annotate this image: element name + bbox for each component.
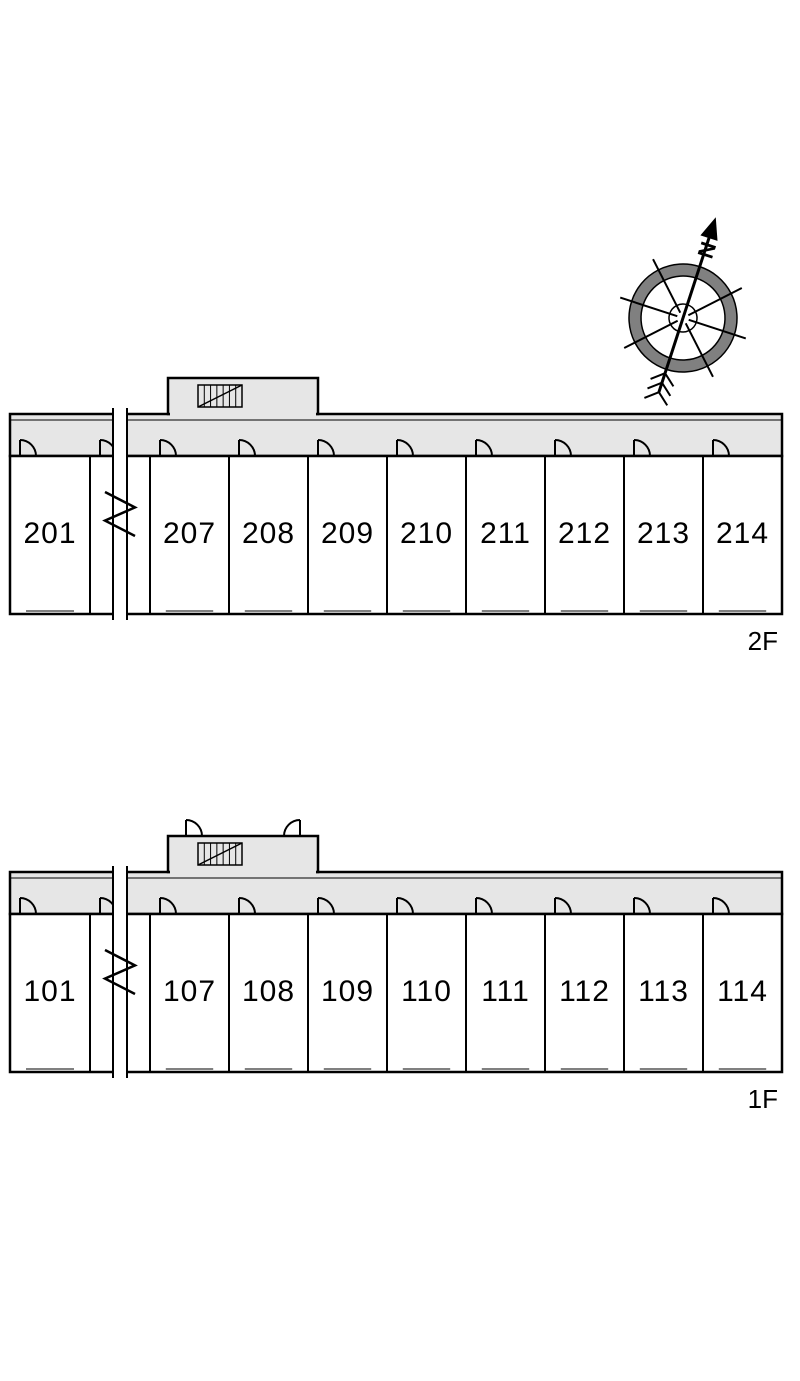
floor-2: 201 207 208 209 210 211 212 213 214 2F: [10, 378, 782, 656]
unit-114-label: 114: [717, 975, 768, 1008]
unit-214-label: 214: [716, 517, 769, 550]
unit-201-label: 201: [23, 517, 76, 550]
unit-109-label: 109: [321, 975, 374, 1008]
unit-111-label: 111: [481, 975, 530, 1008]
floor-1-label: 1F: [748, 1084, 778, 1114]
unit-210-label: 210: [400, 517, 453, 550]
unit-212-label: 212: [558, 517, 611, 550]
unit-207-label: 207: [163, 517, 216, 550]
unit-112-label: 112: [559, 975, 610, 1008]
stairwell: [168, 378, 318, 414]
unit-107-label: 107: [163, 975, 216, 1008]
unit-101-label: 101: [23, 975, 76, 1008]
unit-213-label: 213: [637, 517, 690, 550]
unit-209-label: 209: [321, 517, 374, 550]
unit-110-label: 110: [401, 975, 452, 1008]
unit-108-label: 108: [242, 975, 295, 1008]
unit-113-label: 113: [638, 975, 689, 1008]
stairwell: [168, 836, 318, 872]
unit-211-label: 211: [480, 517, 531, 550]
floor-2-label: 2F: [748, 626, 778, 656]
unit-208-label: 208: [242, 517, 295, 550]
